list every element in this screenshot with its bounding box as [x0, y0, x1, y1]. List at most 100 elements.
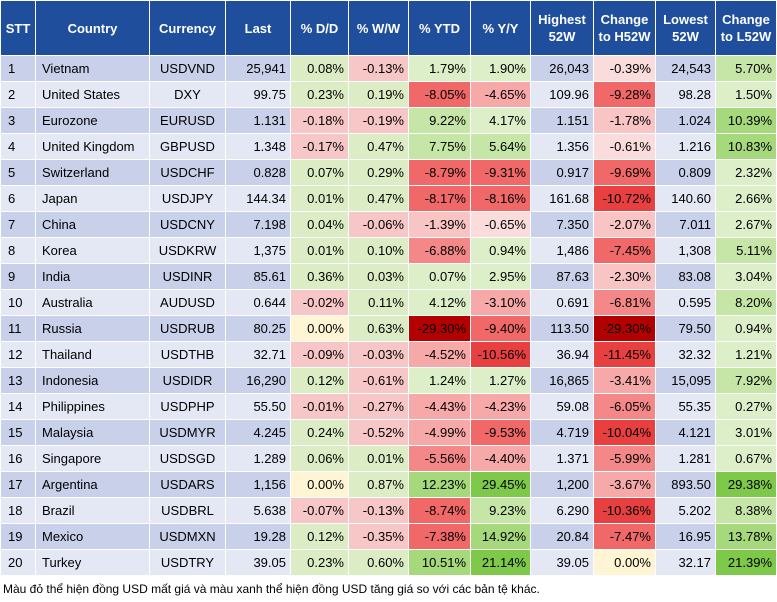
cell-dd: 0.12% [290, 367, 349, 394]
cell-currency: USDTRY [149, 549, 226, 576]
cell-country: Korea [35, 237, 150, 264]
cell-ytd: 10.51% [408, 549, 471, 576]
table-row: 10 Australia AUDUSD 0.644 -0.02% 0.11% 4.12% -3… [0, 289, 777, 316]
cell-country: Thailand [35, 341, 150, 368]
cell-country: Australia [35, 289, 150, 316]
header-row: STT Country Currency Last % D/D % W/W % … [0, 0, 777, 56]
cell-ytd: -6.88% [408, 237, 471, 264]
cell-cl: 1.21% [715, 341, 777, 368]
cell-ch: -0.61% [593, 133, 656, 160]
cell-high: 1,486 [530, 237, 594, 264]
cell-country: Vietnam [35, 55, 150, 82]
cell-yy: 1.90% [470, 55, 531, 82]
cell-last: 99.75 [225, 81, 291, 108]
cell-high: 4.719 [530, 419, 594, 446]
cell-low: 7.011 [655, 211, 716, 238]
cell-cl: 7.92% [715, 367, 777, 394]
cell-last: 80.25 [225, 315, 291, 342]
header-change-l52w: Change to L52W [715, 0, 777, 56]
cell-ytd: -4.52% [408, 341, 471, 368]
cell-ch: -2.07% [593, 211, 656, 238]
cell-currency: EURUSD [149, 107, 226, 134]
cell-last: 25,941 [225, 55, 291, 82]
cell-ch: -9.69% [593, 159, 656, 186]
table-row: 9 India USDINR 85.61 0.36% 0.03% 0.07% 2.95% 87.… [0, 263, 777, 290]
cell-high: 0.691 [530, 289, 594, 316]
cell-stt: 14 [0, 393, 36, 420]
cell-low: 1.281 [655, 445, 716, 472]
header-stt: STT [0, 0, 36, 56]
cell-dd: 0.07% [290, 159, 349, 186]
cell-currency: USDMXN [149, 523, 226, 550]
cell-country: Turkey [35, 549, 150, 576]
table-row: 4 United Kingdom GBPUSD 1.348 -0.17% 0.47% 7.7… [0, 133, 777, 160]
cell-ww: -0.13% [348, 55, 409, 82]
cell-cl: 10.39% [715, 107, 777, 134]
cell-ww: -0.03% [348, 341, 409, 368]
cell-cl: 29.38% [715, 471, 777, 498]
cell-country: United Kingdom [35, 133, 150, 160]
cell-yy: -9.53% [470, 419, 531, 446]
cell-last: 1.131 [225, 107, 291, 134]
cell-high: 16,865 [530, 367, 594, 394]
cell-currency: USDBRL [149, 497, 226, 524]
cell-low: 15,095 [655, 367, 716, 394]
cell-cl: 2.66% [715, 185, 777, 212]
cell-ytd: 0.07% [408, 263, 471, 290]
cell-ww: 0.60% [348, 549, 409, 576]
cell-last: 32.71 [225, 341, 291, 368]
cell-ch: -7.47% [593, 523, 656, 550]
cell-currency: USDARS [149, 471, 226, 498]
table-row: 8 Korea USDKRW 1,375 0.01% 0.10% -6.88% 0.94% 1,… [0, 237, 777, 264]
cell-currency: USDMYR [149, 419, 226, 446]
cell-cl: 21.39% [715, 549, 777, 576]
cell-ch: -10.36% [593, 497, 656, 524]
cell-ch: -6.05% [593, 393, 656, 420]
cell-last: 144.34 [225, 185, 291, 212]
cell-cl: 0.67% [715, 445, 777, 472]
cell-ch: -7.45% [593, 237, 656, 264]
cell-yy: -3.10% [470, 289, 531, 316]
cell-ww: -0.13% [348, 497, 409, 524]
cell-currency: USDJPY [149, 185, 226, 212]
table-row: 5 Switzerland USDCHF 0.828 0.07% 0.29% -8.79% -… [0, 159, 777, 186]
cell-low: 5.202 [655, 497, 716, 524]
header-currency: Currency [149, 0, 226, 56]
cell-dd: 0.23% [290, 549, 349, 576]
cell-ytd: -8.74% [408, 497, 471, 524]
cell-yy: -9.40% [470, 315, 531, 342]
cell-low: 98.28 [655, 81, 716, 108]
cell-ytd: 1.24% [408, 367, 471, 394]
cell-stt: 20 [0, 549, 36, 576]
cell-stt: 6 [0, 185, 36, 212]
cell-cl: 5.70% [715, 55, 777, 82]
cell-country: India [35, 263, 150, 290]
cell-stt: 19 [0, 523, 36, 550]
cell-ch: -0.39% [593, 55, 656, 82]
cell-dd: 0.01% [290, 237, 349, 264]
cell-yy: 1.27% [470, 367, 531, 394]
cell-ww: 0.01% [348, 445, 409, 472]
cell-currency: USDIDR [149, 367, 226, 394]
cell-last: 7.198 [225, 211, 291, 238]
table-row: 1 Vietnam USDVND 25,941 0.08% -0.13% 1.79% 1.90… [0, 55, 777, 82]
cell-high: 36.94 [530, 341, 594, 368]
cell-ww: 0.10% [348, 237, 409, 264]
table-row: 7 China USDCNY 7.198 0.04% -0.06% -1.39% -0.65%… [0, 211, 777, 238]
cell-low: 79.50 [655, 315, 716, 342]
cell-low: 1,308 [655, 237, 716, 264]
cell-yy: 4.17% [470, 107, 531, 134]
cell-cl: 8.38% [715, 497, 777, 524]
cell-ytd: 7.75% [408, 133, 471, 160]
cell-ch: -3.67% [593, 471, 656, 498]
cell-low: 0.809 [655, 159, 716, 186]
cell-low: 55.35 [655, 393, 716, 420]
cell-low: 893.50 [655, 471, 716, 498]
cell-ww: -0.61% [348, 367, 409, 394]
header-country: Country [35, 0, 150, 56]
cell-country: Argentina [35, 471, 150, 498]
cell-currency: GBPUSD [149, 133, 226, 160]
cell-stt: 3 [0, 107, 36, 134]
cell-stt: 1 [0, 55, 36, 82]
cell-ytd: -4.99% [408, 419, 471, 446]
